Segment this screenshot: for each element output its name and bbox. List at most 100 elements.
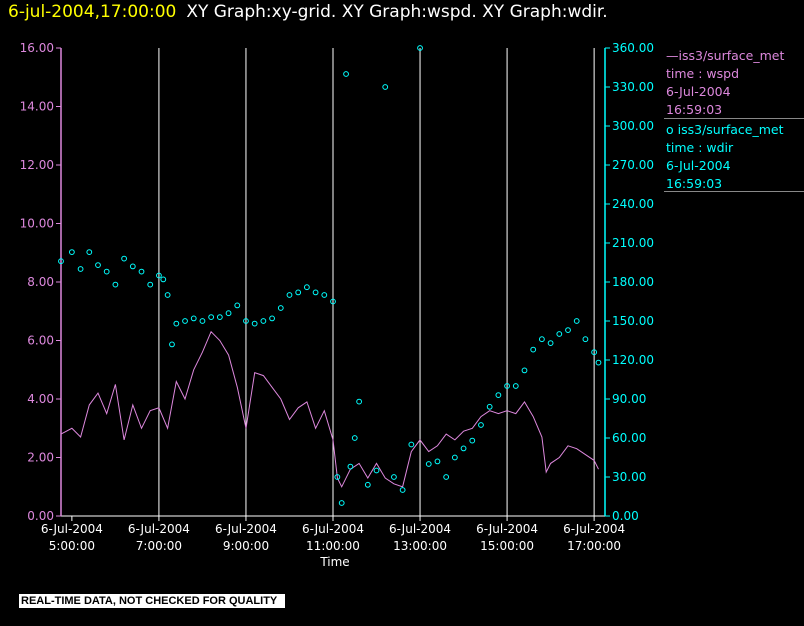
series-point-wdir <box>338 500 345 506</box>
series-line-wspd <box>60 330 599 488</box>
series-point-wdir <box>182 318 188 324</box>
series-point-wdir <box>460 445 467 452</box>
series-point-wdir <box>112 281 119 288</box>
legend-wdir-date: 6-Jul-2004 <box>666 158 731 173</box>
header-title: XY Graph:xy-grid. XY Graph:wspd. XY Grap… <box>186 2 608 22</box>
series-point-wdir <box>595 359 602 366</box>
series-point-wdir <box>121 255 128 262</box>
series-point-wdir <box>147 281 154 288</box>
x-tick-time: 17:00:00 <box>567 539 621 553</box>
x-tick-date: 6-Jul-2004 <box>128 522 190 536</box>
legend-wspd: —iss3/surface_met time : wspd 6-Jul-2004… <box>666 47 784 119</box>
series-point-wdir <box>208 314 215 321</box>
series-point-wdir <box>321 292 328 298</box>
y-right-tick-label: 270.00 <box>612 158 654 172</box>
series-point-wdir <box>330 298 336 305</box>
x-tick-date: 6-Jul-2004 <box>476 522 538 536</box>
x-tick-date: 6-Jul-2004 <box>41 522 103 536</box>
y-right-tick-label: 240.00 <box>612 197 654 211</box>
series-point-wdir <box>591 349 598 356</box>
y-right-tick-label: 0.00 <box>612 509 639 523</box>
series-point-wdir <box>451 454 458 461</box>
series-point-wdir <box>343 71 349 77</box>
x-tick-time: 7:00:00 <box>136 539 182 553</box>
legend-wspd-time: 16:59:03 <box>666 102 723 117</box>
legend-circle-marker: o <box>666 122 678 137</box>
y-right-tick-label: 60.00 <box>612 431 646 445</box>
series-point-wdir <box>286 292 293 298</box>
series-point-wdir <box>225 310 232 317</box>
series-point-wdir <box>356 398 363 405</box>
y-left-tick-label: 0.00 <box>27 509 54 523</box>
series-point-wdir <box>160 276 167 283</box>
legend-wspd-name: iss3/surface_met <box>678 48 785 63</box>
series-point-wdir <box>103 268 110 275</box>
series-point-wdir <box>95 262 101 269</box>
legend-wdir-time: 16:59:03 <box>666 176 723 191</box>
series-point-wdir <box>382 84 389 90</box>
series-point-wdir <box>434 458 441 465</box>
x-tick-time: 9:00:00 <box>223 539 269 553</box>
x-tick-time: 11:00:00 <box>306 539 360 553</box>
series-point-wdir <box>260 318 267 324</box>
header: 6-jul-2004,17:00:00 XY Graph:xy-grid. XY … <box>8 2 608 22</box>
y-left-tick-label: 8.00 <box>27 275 54 289</box>
series-point-wdir <box>364 481 371 488</box>
x-tick-time: 15:00:00 <box>480 539 534 553</box>
series-point-wdir <box>399 487 406 493</box>
series-point-wdir <box>173 320 180 327</box>
series-point-wdir <box>68 249 75 256</box>
y-left-tick-label: 14.00 <box>20 100 54 114</box>
series-point-wdir <box>408 441 415 448</box>
series-point-wdir <box>277 305 284 311</box>
y-right-tick-label: 210.00 <box>612 236 654 250</box>
y-right-tick-label: 150.00 <box>612 314 654 328</box>
x-axis-label: Time <box>319 555 349 569</box>
legend-wdir-name: iss3/surface_met <box>677 122 784 137</box>
y-right-tick-label: 90.00 <box>612 392 646 406</box>
series-point-wdir <box>417 45 423 51</box>
quality-note: REAL-TIME DATA, NOT CHECKED FOR QUALITY <box>19 594 286 608</box>
series-point-wdir <box>243 318 249 324</box>
x-tick-date: 6-Jul-2004 <box>302 522 364 536</box>
legend-wspd-variable: time : wspd <box>666 66 740 81</box>
series-point-wdir <box>538 336 545 343</box>
series-point-wdir <box>190 315 197 322</box>
series-point-wdir <box>269 315 275 322</box>
series-point-wdir <box>443 474 450 480</box>
legend-wspd-date: 6-Jul-2004 <box>666 84 731 99</box>
y-left-tick-label: 4.00 <box>27 392 54 406</box>
legend-divider <box>664 118 804 119</box>
series-point-wdir <box>234 302 241 309</box>
series-point-wdir <box>504 383 510 389</box>
series-point-wdir <box>521 367 528 374</box>
y-right-tick-label: 360.00 <box>612 41 654 55</box>
series-point-wdir <box>478 422 484 428</box>
series-point-wdir <box>138 268 145 275</box>
series-point-wdir <box>391 474 397 480</box>
series-point-wdir <box>334 474 341 480</box>
y-right-tick-label: 120.00 <box>612 353 654 367</box>
series-point-wdir <box>169 341 175 348</box>
series-point-wdir <box>565 327 571 334</box>
y-left-tick-label: 12.00 <box>20 158 54 172</box>
x-tick-date: 6-Jul-2004 <box>215 522 277 536</box>
series-point-wdir <box>556 331 563 337</box>
series-point-wdir <box>547 340 554 347</box>
series-point-wdir <box>425 461 432 467</box>
series-point-wdir <box>77 266 84 272</box>
y-right-tick-label: 180.00 <box>612 275 654 289</box>
y-right-tick-label: 300.00 <box>612 119 654 133</box>
y-left-tick-label: 2.00 <box>27 451 54 465</box>
series-point-wdir <box>216 314 223 321</box>
series-point-wdir <box>303 284 310 291</box>
header-timestamp: 6-jul-2004,17:00:00 <box>8 2 177 22</box>
legend-wdir: o iss3/surface_met time : wdir 6-Jul-200… <box>666 121 784 193</box>
x-tick-time: 5:00:00 <box>49 539 95 553</box>
series-point-wdir <box>373 467 380 474</box>
series-point-wdir <box>573 318 580 324</box>
legend-wdir-variable: time : wdir <box>666 140 734 155</box>
x-tick-time: 13:00:00 <box>393 539 447 553</box>
y-left-tick-label: 16.00 <box>20 41 54 55</box>
